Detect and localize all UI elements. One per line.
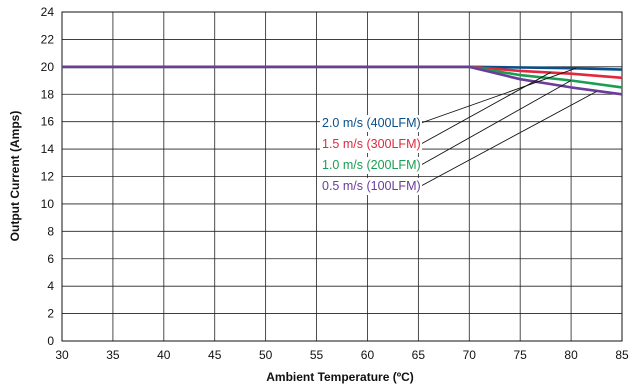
x-axis-tick-labels: 30 35 40 45 50 55 60 65 70 75 80 85 bbox=[55, 348, 629, 362]
legend-label-bg bbox=[320, 178, 422, 195]
y-tick-label: 18 bbox=[41, 87, 55, 101]
y-tick-label: 10 bbox=[41, 197, 55, 211]
legend-leader-line bbox=[420, 71, 551, 145]
legend-label-bg bbox=[320, 157, 422, 174]
y-tick-label: 6 bbox=[47, 252, 54, 266]
x-tick-label: 40 bbox=[157, 348, 171, 362]
x-tick-label: 85 bbox=[615, 348, 629, 362]
legend-label-bg bbox=[320, 136, 422, 153]
plot-area bbox=[61, 11, 623, 342]
y-tick-label: 22 bbox=[41, 32, 55, 46]
legend-label-1: 2.0 m/s (400LFM) bbox=[322, 116, 421, 130]
series-line-4 bbox=[62, 65, 623, 96]
legend-label-2: 1.5 m/s (300LFM) bbox=[322, 137, 421, 151]
legend-label-4: 0.5 m/s (100LFM) bbox=[322, 179, 421, 193]
legend-leader-lines bbox=[420, 67, 597, 187]
x-tick-label: 65 bbox=[412, 348, 426, 362]
y-tick-label: 8 bbox=[47, 224, 54, 238]
x-axis-title: Ambient Temperature (ºC) bbox=[266, 370, 414, 384]
legend-leader-line bbox=[420, 80, 572, 166]
x-tick-label: 60 bbox=[361, 348, 375, 362]
y-tick-label: 20 bbox=[41, 60, 55, 74]
series-line-3 bbox=[62, 65, 623, 89]
legend-label-bg bbox=[320, 115, 422, 132]
y-tick-label: 24 bbox=[41, 5, 55, 19]
x-tick-label: 50 bbox=[259, 348, 273, 362]
x-tick-label: 35 bbox=[106, 348, 120, 362]
legend-label-3: 1.0 m/s (200LFM) bbox=[322, 158, 421, 172]
y-tick-label: 14 bbox=[41, 142, 55, 156]
x-tick-label: 75 bbox=[514, 348, 528, 362]
y-tick-label: 16 bbox=[41, 115, 55, 129]
series-lines bbox=[62, 65, 623, 96]
y-tick-label: 0 bbox=[47, 334, 54, 348]
legend-leader-line bbox=[420, 67, 577, 124]
legend: 2.0 m/s (400LFM) 1.5 m/s (300LFM) 1.0 m/s … bbox=[320, 115, 422, 195]
x-tick-label: 30 bbox=[55, 348, 69, 362]
y-tick-label: 2 bbox=[47, 307, 54, 321]
y-tick-label: 4 bbox=[47, 279, 54, 293]
legend-leader-line bbox=[420, 91, 597, 187]
y-tick-label: 12 bbox=[41, 170, 55, 184]
x-tick-label: 45 bbox=[208, 348, 222, 362]
x-tick-label: 80 bbox=[564, 348, 578, 362]
x-tick-label: 55 bbox=[310, 348, 324, 362]
chart-grid bbox=[61, 11, 623, 342]
x-tick-label: 70 bbox=[463, 348, 477, 362]
y-axis-title: Output Current (Amps) bbox=[8, 111, 22, 242]
plot-border bbox=[61, 11, 623, 342]
